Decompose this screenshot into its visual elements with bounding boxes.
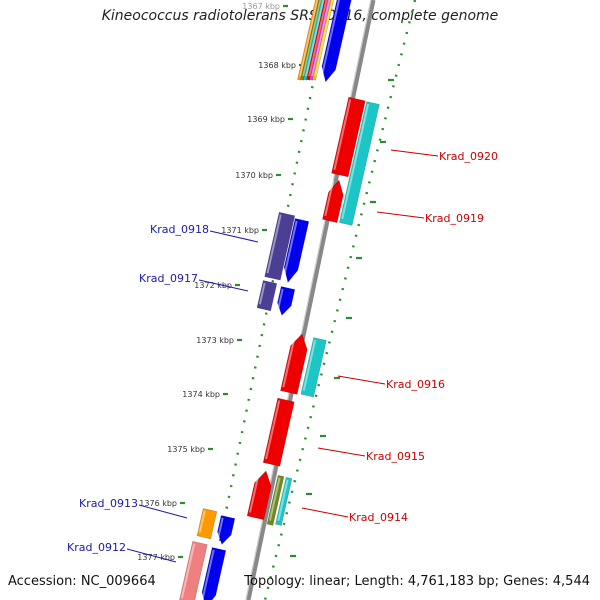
gene-top-cluster-1-highlight [302,0,322,77]
scale-tick-label: 1374 kbp [182,390,220,399]
gene-top-blue-highlight [320,0,340,78]
gene-krad-0918-dark-highlight [266,214,282,274]
label-krad-0920: Krad_0920 [439,150,498,163]
leader-krad-0918 [209,230,259,243]
gene-top-cluster-5-highlight [314,0,334,77]
leader-krad-0914 [301,507,349,518]
gene-krad-0918-dark [264,211,296,281]
gene-krad-0916-red [280,333,308,395]
scale-tick-label: 1373 kbp [196,336,234,345]
gene-top-blue [321,0,352,83]
gene-krad-0916 [300,337,327,398]
gene-krad-0917-dark-highlight [258,282,266,305]
backbone-line [245,0,376,600]
leader-krad-0915 [317,447,366,457]
scale-tick-label: 1372 kbp [194,281,232,290]
scale-tick-label: 1369 kbp [247,115,285,124]
gene-top-cluster-2-highlight [305,0,325,77]
gene-top-cluster-5 [312,0,335,81]
label-krad-0915: Krad_0915 [366,450,425,463]
gene-krad-0914-red-highlight [249,471,261,513]
leader-krad-0913 [138,504,188,519]
label-krad-0914: Krad_0914 [349,511,408,524]
gene-krad-0917 [277,286,296,316]
gene-krad-0914-olive [266,474,285,526]
leader-krad-0912 [126,548,177,563]
scale-tick-label: 1371 kbp [221,226,259,235]
gene-top-cluster-4-highlight [311,0,331,77]
gene-krad-0913-highlight [216,517,224,540]
gene-krad-0919 [339,101,380,226]
label-krad-0917: Krad_0917 [139,272,198,285]
gene-krad-0913 [217,515,236,545]
gene-top-cluster-2 [303,0,326,81]
leader-krad-0917 [198,279,249,292]
gene-krad-0918-highlight [282,220,298,278]
gene-krad-0920-body-highlight [333,99,352,170]
gene-krad-0917-highlight [276,288,284,311]
map-title: Kineococcus radiotolerans SRS30216, comp… [101,8,499,24]
label-krad-0919: Krad_0919 [425,212,484,225]
label-krad-0913: Krad_0913 [79,497,138,510]
gene-krad-0920-body [331,96,366,178]
gene-krad-0920-tip-highlight [324,180,335,217]
gene-krad-0912-pink-highlight [180,543,196,599]
scale-tick-label: 1377 kbp [137,553,175,562]
gene-krad-0915 [262,397,295,467]
gene-top-cluster-0 [297,0,320,81]
gene-krad-0914 [275,476,293,526]
gene-krad-0912-highlight [201,549,215,600]
scale-tick-label: 1368 kbp [258,61,296,70]
scale-track: 1367 kbp 1368 kbp 1369 kbp 1370 kbp 1371 kbp… [137,0,417,600]
leader-krad-0919 [376,211,425,219]
gene-krad-0912-pink [179,540,208,600]
gene-krad-0917-dark [256,280,278,312]
scale-dotted-line-right [263,0,417,600]
gene-krad-0912 [201,547,227,600]
gene-krad-0915-highlight [265,400,281,460]
gene-krad-0919-highlight [341,103,370,220]
leader-krad-0916 [337,375,386,385]
gene-top-cluster-3 [306,0,329,81]
leader-krad-0920 [390,149,439,157]
summary-text: Topology: linear; Length: 4,761,183 bp; … [244,574,590,589]
gene-top-cluster-1 [300,0,323,81]
gene-krad-0913-orange-highlight [198,510,206,533]
gene-top-cluster-3-highlight [308,0,328,77]
gene-features [179,0,380,600]
gene-krad-0914-red [246,470,272,521]
gene-krad-0913-orange [196,508,218,540]
label-krad-0918: Krad_0918 [150,223,209,236]
gene-top-cluster-0-highlight [299,0,319,77]
gene-labels: Krad_0918 Krad_0917 Krad_0913 Krad_0912 Krad… [67,149,498,563]
scale-tick-label: 1376 kbp [139,499,177,508]
gene-krad-0916-highlight [302,339,317,391]
scale-tick-label: 1370 kbp [235,171,273,180]
label-krad-0912: Krad_0912 [67,541,126,554]
gene-krad-0918 [283,218,310,284]
accession-text: Accession: NC_009664 [8,574,156,589]
gene-top-cluster-4 [309,0,332,81]
scale-tick-label: 1367 kbp [242,2,280,11]
gene-krad-0914-olive-highlight [268,477,281,521]
gene-krad-0916-red-highlight [282,334,297,388]
gene-krad-0914-highlight [277,479,289,521]
scale-tick-label: 1375 kbp [167,445,205,454]
gene-krad-0920-tip [322,179,344,223]
label-krad-0916: Krad_0916 [386,378,445,391]
